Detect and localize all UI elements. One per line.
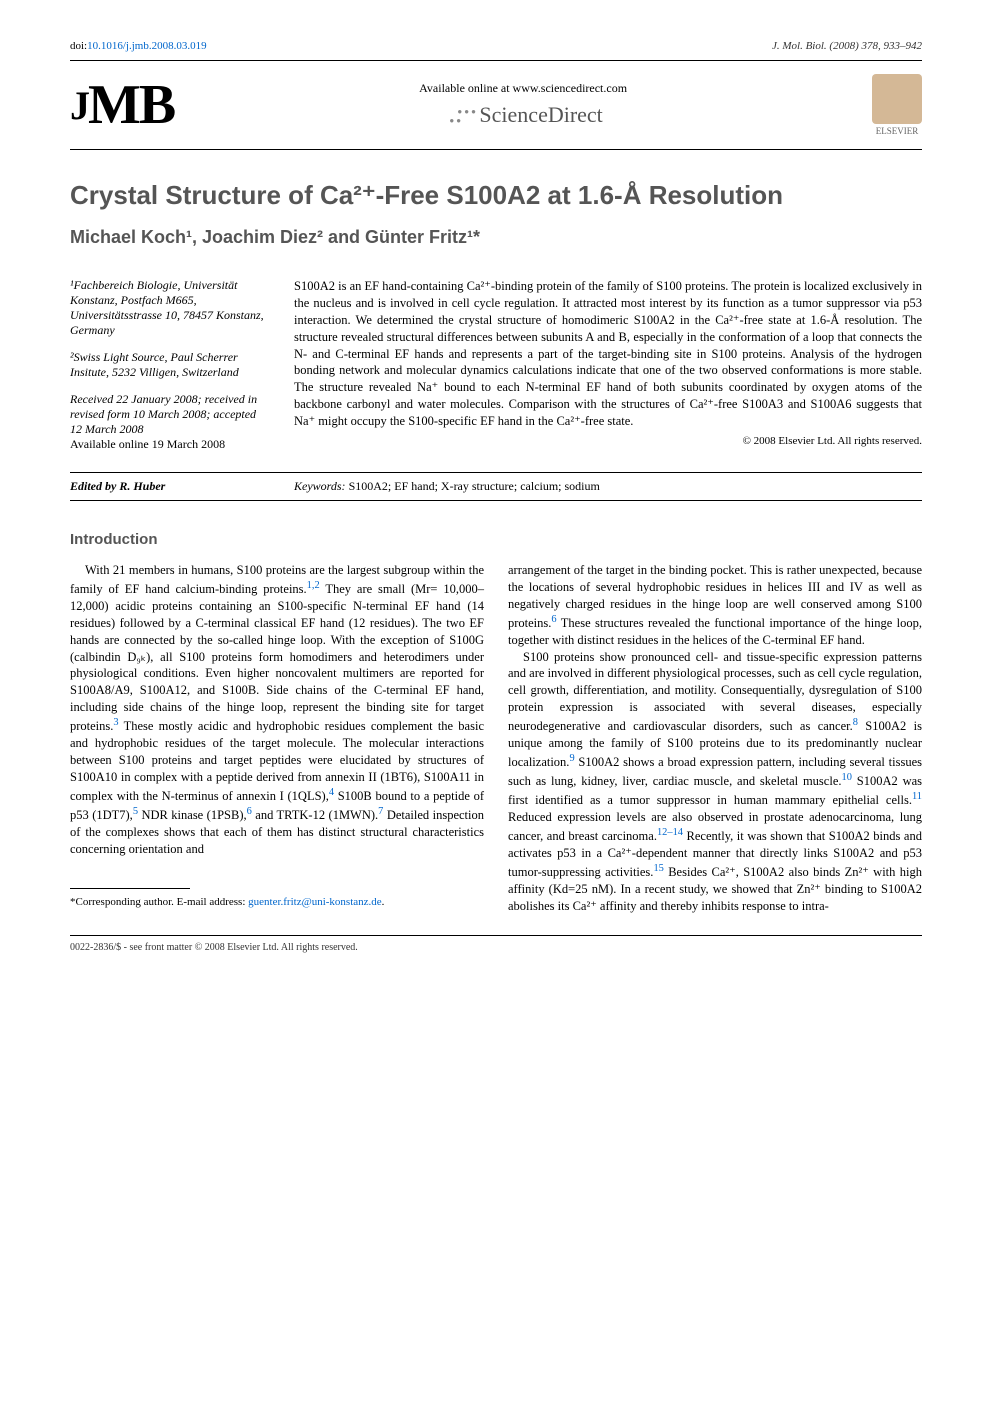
doi-header: doi:10.1016/j.jmb.2008.03.019 J. Mol. Bi… bbox=[70, 40, 922, 52]
ref-link-15[interactable]: 15 bbox=[653, 863, 663, 874]
text-span: NDR kinase (1PSB), bbox=[138, 808, 247, 822]
keywords-row: Edited by R. Huber Keywords: S100A2; EF … bbox=[70, 472, 922, 501]
body-column-left: With 21 members in humans, S100 proteins… bbox=[70, 562, 484, 915]
keywords-text: S100A2; EF hand; X-ray structure; calciu… bbox=[346, 479, 600, 493]
journal-reference: J. Mol. Biol. (2008) 378, 933–942 bbox=[772, 40, 922, 52]
elsevier-tree-icon bbox=[872, 74, 922, 124]
meta-column: ¹Fachbereich Biologie, Universität Konst… bbox=[70, 278, 270, 464]
keywords-label: Keywords: bbox=[294, 479, 346, 493]
ref-link-1-2[interactable]: 1,2 bbox=[307, 580, 320, 591]
authors-line: Michael Koch¹, Joachim Diez² and Günter … bbox=[70, 227, 922, 248]
footnote-divider bbox=[70, 888, 190, 889]
doi-prefix: doi: bbox=[70, 40, 87, 52]
jmb-text: MB bbox=[88, 73, 174, 137]
middle-header: Available online at www.sciencedirect.co… bbox=[174, 81, 872, 130]
sciencedirect-logo[interactable]: ScienceDirect bbox=[443, 102, 602, 128]
received-dates: Received 22 January 2008; received in re… bbox=[70, 392, 257, 436]
affiliation-1: ¹Fachbereich Biologie, Universität Konst… bbox=[70, 278, 270, 338]
corresponding-email-link[interactable]: guenter.fritz@uni-konstanz.de bbox=[248, 896, 382, 908]
introduction-heading: Introduction bbox=[70, 531, 922, 548]
intro-paragraph-1: With 21 members in humans, S100 proteins… bbox=[70, 562, 484, 858]
text-span: They are small (Mr= 10,000–12,000) acidi… bbox=[70, 582, 484, 733]
sciencedirect-icon bbox=[443, 105, 471, 125]
col2-paragraph-2: S100 proteins show pronounced cell- and … bbox=[508, 649, 922, 915]
sciencedirect-text: ScienceDirect bbox=[479, 102, 602, 128]
body-columns: With 21 members in humans, S100 proteins… bbox=[70, 562, 922, 915]
available-date: Available online 19 March 2008 bbox=[70, 437, 225, 451]
jmb-logo: JMB bbox=[70, 73, 174, 137]
text-span: and TRTK-12 (1MWN). bbox=[252, 808, 378, 822]
journal-header-row: JMB Available online at www.sciencedirec… bbox=[70, 73, 922, 137]
elsevier-logo[interactable]: ELSEVIER bbox=[872, 74, 922, 136]
footer-divider bbox=[70, 935, 922, 936]
top-divider bbox=[70, 60, 922, 61]
copyright-line: © 2008 Elsevier Ltd. All rights reserved… bbox=[294, 434, 922, 449]
header-bottom-divider bbox=[70, 149, 922, 150]
col2-continuation: arrangement of the target in the binding… bbox=[508, 562, 922, 649]
text-span: These structures revealed the functional… bbox=[508, 616, 922, 647]
abstract-text: S100A2 is an EF hand-containing Ca²⁺-bin… bbox=[294, 279, 922, 428]
footnote-period: . bbox=[382, 896, 385, 908]
footer-copyright: 0022-2836/$ - see front matter © 2008 El… bbox=[70, 942, 922, 953]
dates-block: Received 22 January 2008; received in re… bbox=[70, 392, 270, 452]
abstract-column: S100A2 is an EF hand-containing Ca²⁺-bin… bbox=[294, 278, 922, 464]
edited-by: Edited by R. Huber bbox=[70, 479, 270, 494]
footnote-label: *Corresponding author. bbox=[70, 896, 174, 908]
meta-abstract-row: ¹Fachbereich Biologie, Universität Konst… bbox=[70, 278, 922, 464]
body-column-right: arrangement of the target in the binding… bbox=[508, 562, 922, 915]
affiliation-2: ²Swiss Light Source, Paul Scherrer Insit… bbox=[70, 350, 270, 380]
article-title: Crystal Structure of Ca²⁺-Free S100A2 at… bbox=[70, 180, 922, 211]
available-online-text: Available online at www.sciencedirect.co… bbox=[174, 81, 872, 96]
doi-line: doi:10.1016/j.jmb.2008.03.019 bbox=[70, 40, 207, 52]
footnote-text: E-mail address: bbox=[174, 896, 248, 908]
ref-link-10[interactable]: 10 bbox=[842, 772, 852, 783]
doi-link[interactable]: 10.1016/j.jmb.2008.03.019 bbox=[87, 40, 206, 52]
elsevier-text: ELSEVIER bbox=[872, 126, 922, 136]
ref-link-12-14[interactable]: 12–14 bbox=[657, 827, 683, 838]
ref-link-11[interactable]: 11 bbox=[912, 791, 922, 802]
footnote: *Corresponding author. E-mail address: g… bbox=[70, 895, 484, 910]
keywords-block: Keywords: S100A2; EF hand; X-ray structu… bbox=[294, 479, 922, 494]
